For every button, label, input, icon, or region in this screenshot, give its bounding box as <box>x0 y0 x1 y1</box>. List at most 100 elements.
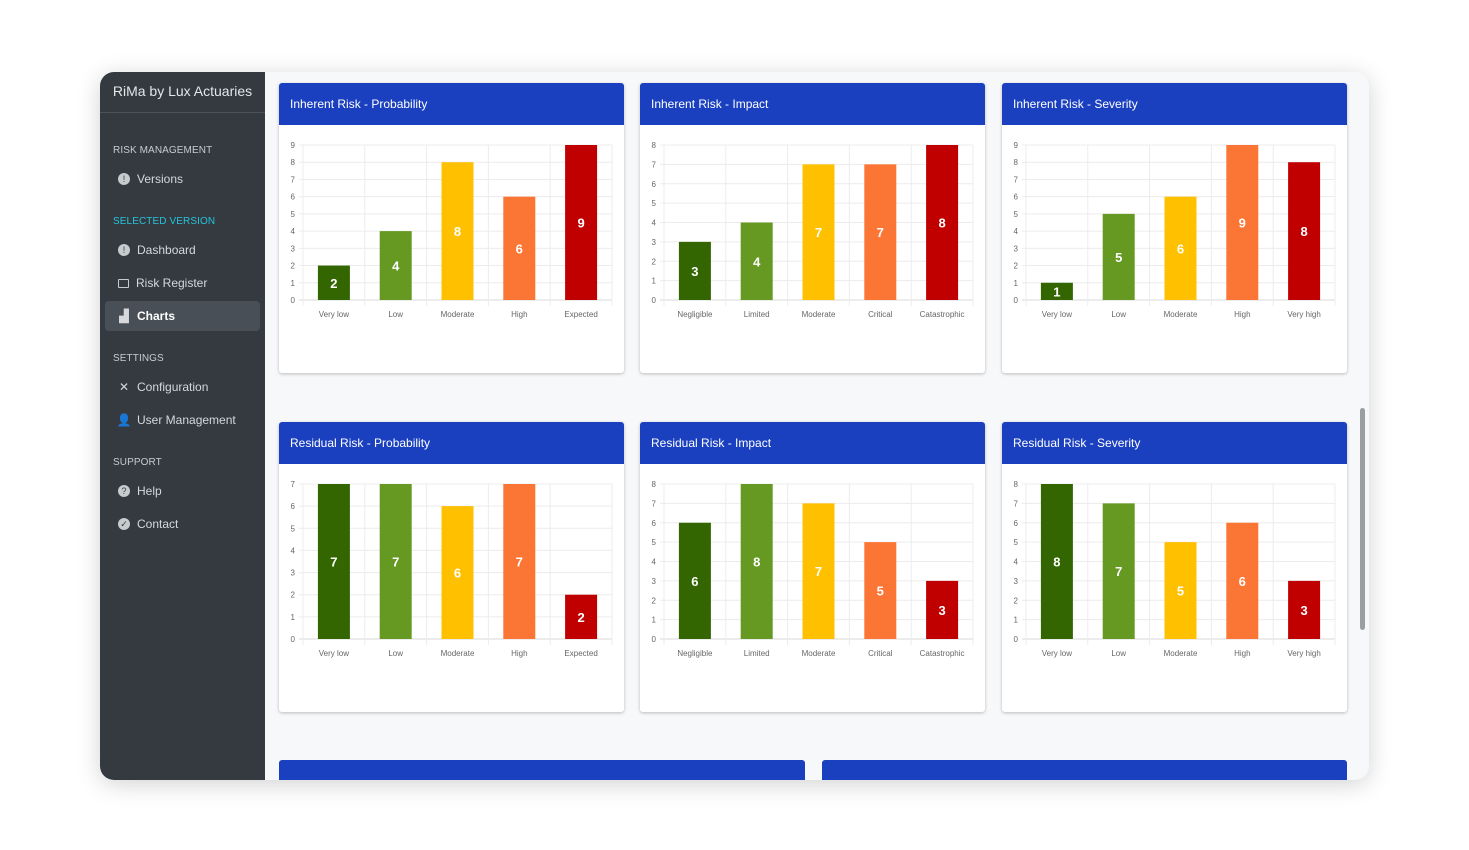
sidebar-item-label: Configuration <box>137 380 209 394</box>
app-window: RiMa by Lux Actuaries RISK MANAGEMENT ! V… <box>100 72 1369 780</box>
sidebar-item-label: Dashboard <box>137 243 196 257</box>
y-tick-label: 6 <box>1014 193 1019 202</box>
chart-card: Residual Risk - Severity 0 1 2 3 4 5 6 7 8 8 Very l… <box>1002 422 1347 712</box>
y-tick-label: 3 <box>1014 577 1019 586</box>
info-circle-icon: ! <box>118 244 130 256</box>
y-tick-label: 7 <box>291 175 296 184</box>
sidebar-item-user-management[interactable]: 👤 User Management <box>105 405 260 435</box>
bar-data-label: 2 <box>577 610 584 625</box>
y-tick-label: 0 <box>652 635 657 644</box>
y-tick-label: 1 <box>291 279 296 288</box>
x-tick-label: High <box>1234 649 1250 658</box>
card-header-partial <box>822 760 1347 780</box>
bar <box>864 542 897 639</box>
bar-data-label: 5 <box>877 584 884 599</box>
bar-data-label: 5 <box>1115 250 1122 265</box>
scrollbar-thumb[interactable] <box>1360 408 1365 630</box>
bar-data-label: 7 <box>392 555 399 570</box>
bar-chart: 0 1 2 3 4 5 6 7 8 9 2 Very low 4 Low 8 Moderate 6 High 9 Ex… <box>291 141 613 319</box>
x-tick-label: Expected <box>564 310 597 319</box>
y-tick-label: 4 <box>291 227 296 236</box>
user-gear-icon: 👤 <box>116 413 132 427</box>
y-tick-label: 2 <box>1014 596 1019 605</box>
chart-title: Inherent Risk - Impact <box>640 83 985 125</box>
bar-data-label: 2 <box>330 276 337 291</box>
section-selected-version: SELECTED VERSION <box>113 216 216 227</box>
bar-chart: 0 1 2 3 4 5 6 7 8 8 Very low 7 Low 5 Moderate 6 High 3 Ver… <box>1014 480 1336 658</box>
x-tick-label: Moderate <box>1164 310 1198 319</box>
y-tick-label: 5 <box>1014 210 1019 219</box>
bar <box>864 164 897 300</box>
y-tick-label: 9 <box>1014 141 1019 150</box>
sidebar-item-label: Risk Register <box>136 276 208 290</box>
y-tick-label: 1 <box>1014 616 1019 625</box>
chart-title: Inherent Risk - Probability <box>279 83 624 125</box>
y-tick-label: 1 <box>652 616 657 625</box>
y-tick-label: 6 <box>291 502 296 511</box>
bar-chart-icon: ▟ <box>119 309 129 323</box>
sidebar-item-label: Charts <box>137 309 176 323</box>
x-tick-label: Moderate <box>1164 649 1198 658</box>
y-tick-label: 7 <box>652 160 657 169</box>
bar-data-label: 6 <box>691 574 698 589</box>
bar <box>740 222 773 300</box>
sidebar-item-contact[interactable]: ✓ Contact <box>105 509 260 539</box>
x-tick-label: Expected <box>564 649 597 658</box>
bar <box>317 265 350 300</box>
sidebar-item-label: Versions <box>137 172 184 186</box>
y-tick-label: 0 <box>1014 296 1019 305</box>
sidebar-item-label: Contact <box>137 517 179 531</box>
y-tick-label: 0 <box>652 296 657 305</box>
y-tick-label: 8 <box>291 158 296 167</box>
x-tick-label: Moderate <box>802 310 836 319</box>
sidebar-item-help[interactable]: ? Help <box>105 476 260 506</box>
bar-data-label: 9 <box>577 216 584 231</box>
bar-data-label: 3 <box>938 603 945 618</box>
sidebar-item-dashboard[interactable]: ! Dashboard <box>105 235 260 265</box>
bar-data-label: 4 <box>392 259 400 274</box>
x-tick-label: Low <box>1111 649 1126 658</box>
list-icon <box>118 278 129 288</box>
bar <box>1102 213 1135 300</box>
x-tick-label: Very high <box>1287 310 1320 319</box>
card-header-partial <box>279 760 805 780</box>
bar <box>1226 145 1259 300</box>
bar <box>565 145 598 300</box>
y-tick-label: 6 <box>652 180 657 189</box>
bar <box>1288 580 1321 639</box>
y-tick-label: 4 <box>652 219 657 228</box>
y-tick-label: 8 <box>652 480 657 489</box>
chart-card: Residual Risk - Impact 0 1 2 3 4 5 6 7 8 6 Negligib… <box>640 422 985 712</box>
bar <box>1040 282 1073 300</box>
bar-data-label: 7 <box>815 225 822 240</box>
bar <box>503 196 536 300</box>
app-title: RiMa by Lux Actuaries <box>100 72 265 113</box>
y-tick-label: 9 <box>291 141 296 150</box>
bar <box>802 164 835 300</box>
sidebar-item-charts[interactable]: ▟ Charts <box>105 301 260 331</box>
y-tick-label: 2 <box>652 257 657 266</box>
y-tick-label: 4 <box>1014 227 1019 236</box>
x-tick-label: Moderate <box>441 649 475 658</box>
sidebar-item-configuration[interactable]: ✕ Configuration <box>105 372 260 402</box>
bar <box>926 580 959 639</box>
x-tick-label: Very low <box>1042 649 1072 658</box>
bar-chart: 0 1 2 3 4 5 6 7 7 Very low 7 Low 6 Moderate 7 High 2 Expe… <box>291 480 613 658</box>
x-tick-label: Limited <box>744 649 770 658</box>
y-tick-label: 4 <box>291 546 296 555</box>
y-tick-label: 4 <box>1014 558 1019 567</box>
sidebar-item-label: Help <box>137 484 162 498</box>
x-tick-label: Low <box>388 310 403 319</box>
y-tick-label: 2 <box>652 596 657 605</box>
chart-title: Residual Risk - Probability <box>279 422 624 464</box>
sidebar: RiMa by Lux Actuaries RISK MANAGEMENT ! V… <box>100 72 265 780</box>
bar-data-label: 7 <box>815 564 822 579</box>
bar <box>503 484 536 639</box>
section-settings: SETTINGS <box>113 353 164 364</box>
sidebar-item-versions[interactable]: ! Versions <box>105 164 260 194</box>
sidebar-item-risk-register[interactable]: Risk Register <box>105 268 260 298</box>
y-tick-label: 7 <box>1014 499 1019 508</box>
bar-data-label: 1 <box>1053 284 1060 299</box>
check-circle-icon: ✓ <box>118 518 130 530</box>
x-tick-label: Very low <box>319 649 349 658</box>
